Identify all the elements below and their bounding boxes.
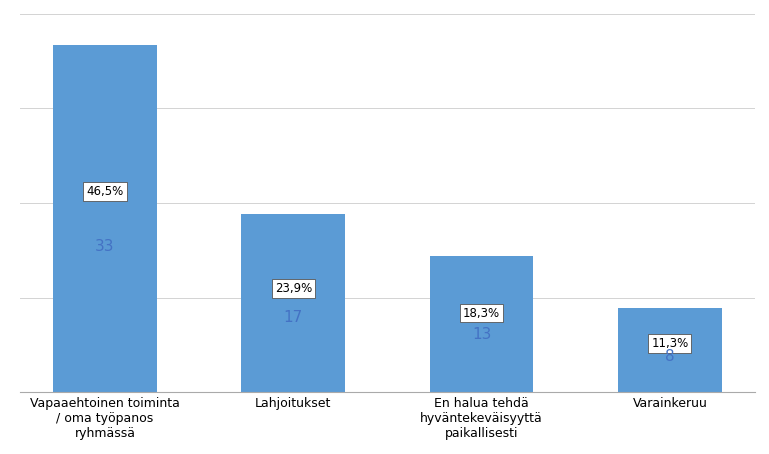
- Bar: [53, 45, 157, 392]
- Bar: [430, 256, 534, 392]
- Text: 18,3%: 18,3%: [463, 306, 500, 320]
- Text: 13: 13: [472, 327, 491, 342]
- Bar: [241, 213, 345, 392]
- Bar: [618, 308, 721, 392]
- Text: 17: 17: [284, 310, 303, 325]
- Text: 33: 33: [95, 239, 115, 254]
- Text: 11,3%: 11,3%: [651, 337, 688, 350]
- Text: 46,5%: 46,5%: [86, 185, 124, 197]
- Text: 8: 8: [665, 350, 674, 365]
- Text: 23,9%: 23,9%: [275, 282, 312, 295]
